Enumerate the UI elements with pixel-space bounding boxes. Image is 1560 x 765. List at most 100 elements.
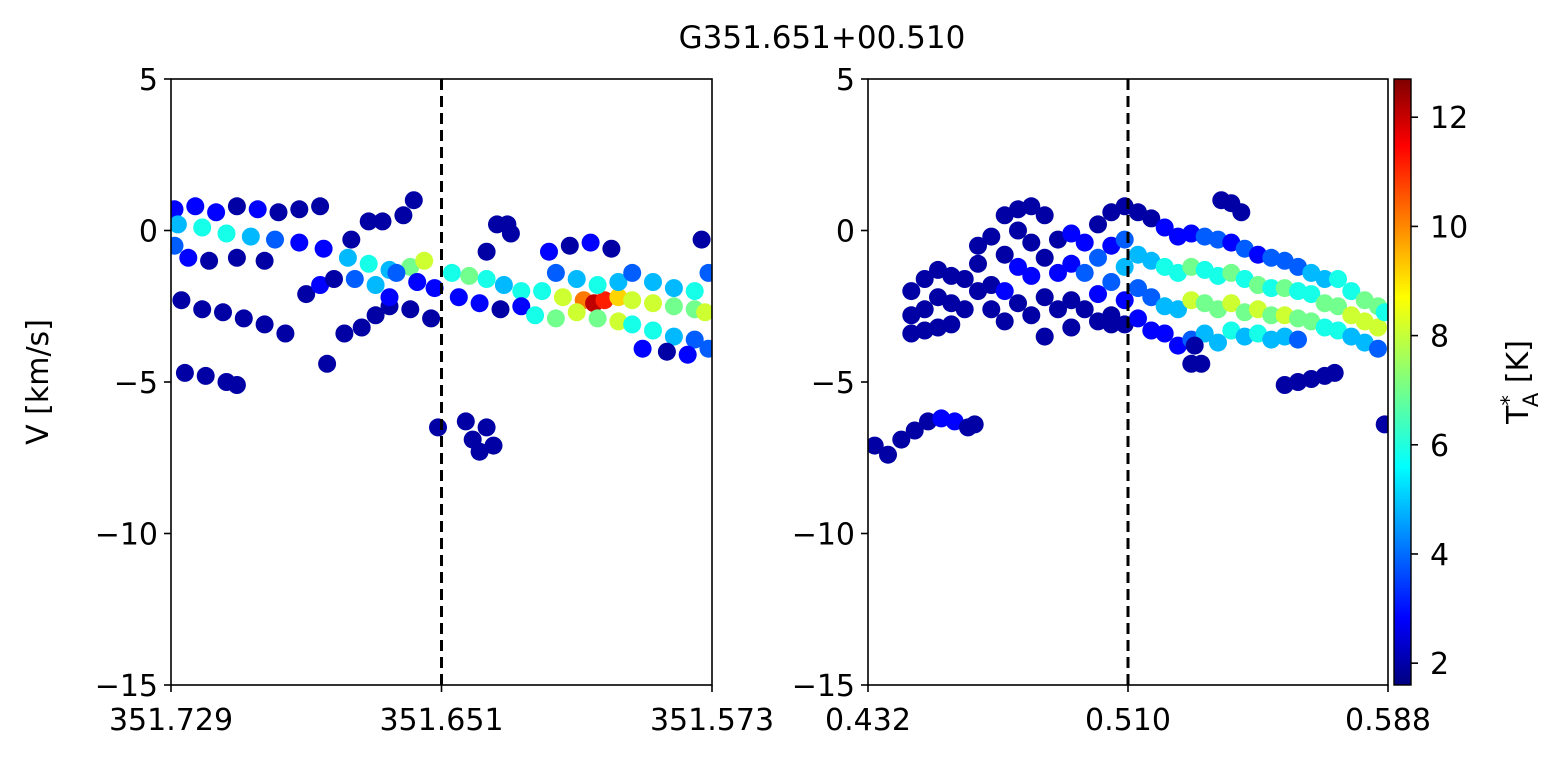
left-data-point — [678, 345, 697, 364]
left-data-point — [567, 270, 586, 288]
left-data-point — [425, 279, 444, 298]
colorbar-ticks: 2 4 6 8 10 12 — [1411, 101, 1468, 682]
right-data-point — [1102, 273, 1121, 291]
left-data-point — [366, 276, 385, 294]
left-data-point — [338, 248, 357, 267]
left-data-point — [567, 303, 586, 322]
right-data-point — [1035, 206, 1054, 225]
left-data-point — [290, 200, 309, 219]
right-data-point — [1022, 233, 1041, 252]
left-data-point — [685, 282, 704, 301]
right-data-point — [1115, 291, 1134, 310]
left-data-point — [526, 306, 545, 325]
left-data-point — [172, 291, 191, 310]
right-data-point — [1009, 294, 1027, 313]
right-data-point — [982, 276, 1001, 294]
right-scatter-points — [868, 191, 1388, 464]
left-data-point — [359, 212, 378, 231]
right-data-point — [1142, 209, 1161, 228]
left-data-point — [644, 321, 662, 340]
right-data-point — [1062, 318, 1081, 337]
left-data-point — [266, 230, 284, 249]
left-panel: 5 0 −5 −10 −15 351.729 351.651 351.573 V [km/s… — [21, 63, 774, 738]
right-data-point — [942, 266, 961, 285]
right-data-point — [1035, 288, 1054, 307]
right-data-point — [1262, 279, 1281, 298]
left-data-point — [644, 294, 662, 313]
left-data-point — [335, 324, 354, 343]
right-data-point — [905, 421, 924, 440]
right-data-point — [1169, 300, 1187, 319]
right-y-tick-label: −10 — [792, 518, 855, 553]
left-data-point — [290, 233, 309, 252]
left-data-point — [314, 239, 333, 258]
right-data-point — [1115, 257, 1134, 276]
right-data-point — [1222, 321, 1241, 340]
right-data-point — [902, 324, 921, 343]
right-data-point — [1075, 263, 1094, 282]
left-y-tick-label: −5 — [114, 366, 158, 401]
left-data-point — [359, 254, 378, 273]
right-data-point — [1155, 324, 1174, 343]
left-data-point — [546, 309, 565, 328]
right-data-point — [892, 430, 911, 449]
left-data-point — [366, 306, 385, 325]
right-data-point — [868, 436, 884, 455]
right-data-point — [1089, 248, 1107, 267]
left-data-point — [373, 212, 392, 231]
right-data-point — [1102, 203, 1121, 222]
left-data-point — [207, 203, 226, 222]
left-data-point — [227, 248, 246, 267]
left-x-tick-label: 351.651 — [379, 703, 503, 738]
left-data-point — [699, 339, 712, 358]
right-y-tick-label: −15 — [792, 669, 855, 704]
colorbar-tick-label: 8 — [1430, 320, 1449, 355]
colorbar-tick-label: 10 — [1430, 210, 1468, 245]
right-data-point — [1369, 339, 1387, 358]
right-data-point — [1142, 321, 1161, 340]
right-y-tick-label: 0 — [836, 215, 855, 250]
left-data-point — [325, 270, 343, 288]
right-data-point — [982, 300, 1001, 319]
left-data-point — [227, 376, 246, 394]
left-data-point — [217, 224, 236, 243]
right-data-point — [1375, 303, 1388, 322]
right-x-tick-label: 0.510 — [1085, 703, 1171, 738]
left-data-point — [602, 239, 621, 258]
left-data-point — [171, 215, 187, 234]
left-data-point — [699, 263, 712, 282]
right-y-tick-label: 5 — [836, 63, 855, 98]
left-data-point — [200, 251, 219, 270]
right-data-point — [1155, 218, 1174, 237]
left-data-point — [595, 291, 614, 310]
left-x-tick-label: 351.573 — [650, 703, 774, 738]
left-data-point — [692, 230, 711, 249]
colorbar-label: T*A [K] — [1497, 340, 1543, 425]
right-data-point — [982, 227, 1001, 246]
left-data-point — [196, 366, 215, 385]
right-data-point — [1089, 215, 1107, 234]
right-data-point — [969, 236, 987, 255]
right-data-point — [1342, 306, 1361, 325]
left-data-point — [171, 236, 184, 255]
left-data-point — [311, 197, 330, 216]
left-data-point — [546, 263, 565, 282]
left-data-point — [477, 270, 496, 288]
left-data-point — [179, 248, 198, 267]
left-data-point — [494, 276, 513, 294]
left-data-point — [470, 442, 489, 461]
left-y-tick-label: 0 — [139, 215, 158, 250]
right-data-point — [915, 300, 934, 319]
left-data-point — [234, 309, 253, 328]
left-data-point — [609, 312, 628, 331]
left-y-tick-label: −15 — [95, 669, 158, 704]
left-data-point — [422, 309, 441, 328]
right-data-point — [1062, 291, 1081, 310]
left-data-point — [470, 294, 489, 313]
right-data-point — [1222, 263, 1241, 282]
left-data-point — [318, 354, 337, 373]
left-x-tick-label: 351.729 — [109, 703, 233, 738]
right-data-point — [1195, 324, 1214, 343]
left-data-point — [193, 300, 212, 319]
